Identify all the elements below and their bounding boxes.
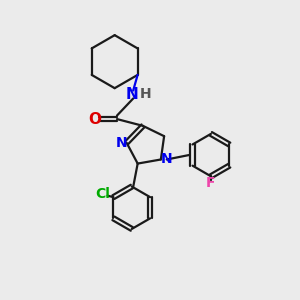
Text: O: O: [88, 112, 101, 127]
Text: H: H: [140, 87, 152, 101]
Text: F: F: [206, 176, 216, 190]
Text: N: N: [125, 87, 138, 102]
Text: Cl: Cl: [96, 187, 111, 201]
Text: N: N: [160, 152, 172, 167]
Text: N: N: [116, 136, 127, 150]
